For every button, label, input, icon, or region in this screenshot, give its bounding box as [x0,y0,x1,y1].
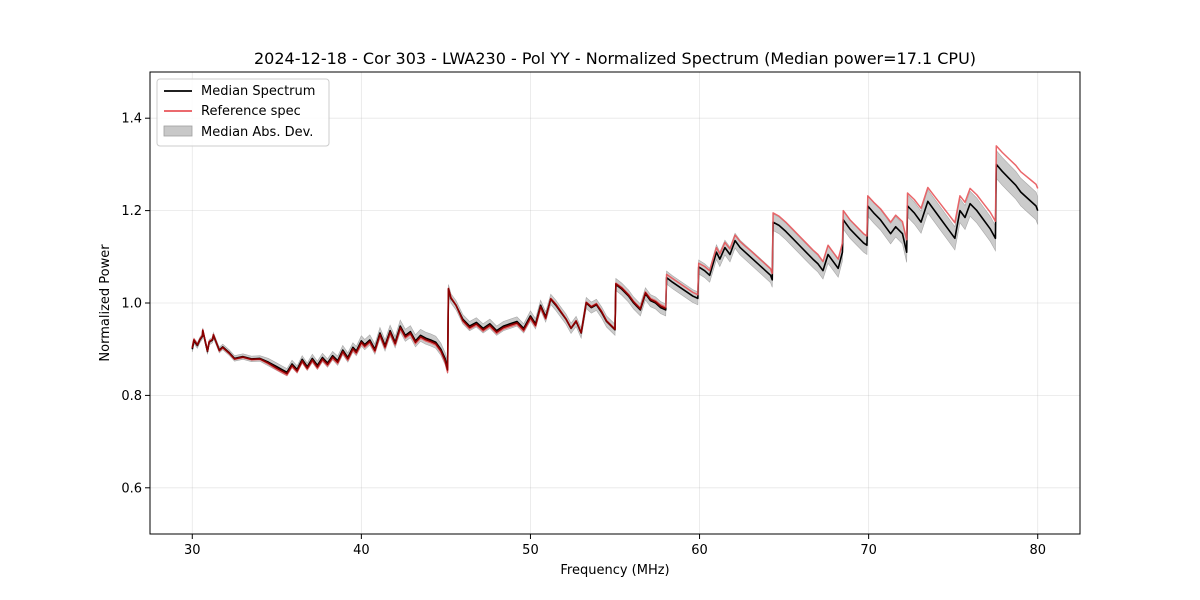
x-tick-label: 60 [691,543,708,558]
x-axis-label: Frequency (MHz) [560,563,669,578]
x-tick-label: 40 [353,543,370,558]
y-tick-label: 0.8 [121,389,142,404]
mad-band-layer [191,149,1039,377]
y-tick-label: 1.0 [121,297,142,312]
x-tick-label: 50 [522,543,539,558]
y-axis-label: Normalized Power [98,244,113,362]
legend: Median Spectrum Reference spec Median Ab… [156,78,330,147]
series-layer [191,145,1039,376]
legend-mad-label: Median Abs. Dev. [201,125,313,140]
x-tick-label: 70 [860,543,877,558]
legend-mad-swatch [163,125,193,137]
x-tick-label: 30 [184,543,201,558]
legend-box [156,78,330,147]
axis-ticks: 30 40 50 60 70 80 0.6 0.8 1.0 1.2 1.4 [121,112,1046,558]
overlap-spectrum-line [191,283,667,375]
y-tick-label: 1.2 [121,204,142,219]
chart-title: 2024-12-18 - Cor 303 - LWA230 - Pol YY -… [254,49,976,68]
y-tick-label: 1.4 [121,112,142,127]
legend-reference-label: Reference spec [201,104,301,119]
y-tick-label: 0.6 [121,481,142,496]
x-tick-label: 80 [1029,543,1046,558]
mad-band [191,149,1039,377]
legend-median-label: Median Spectrum [201,84,315,99]
